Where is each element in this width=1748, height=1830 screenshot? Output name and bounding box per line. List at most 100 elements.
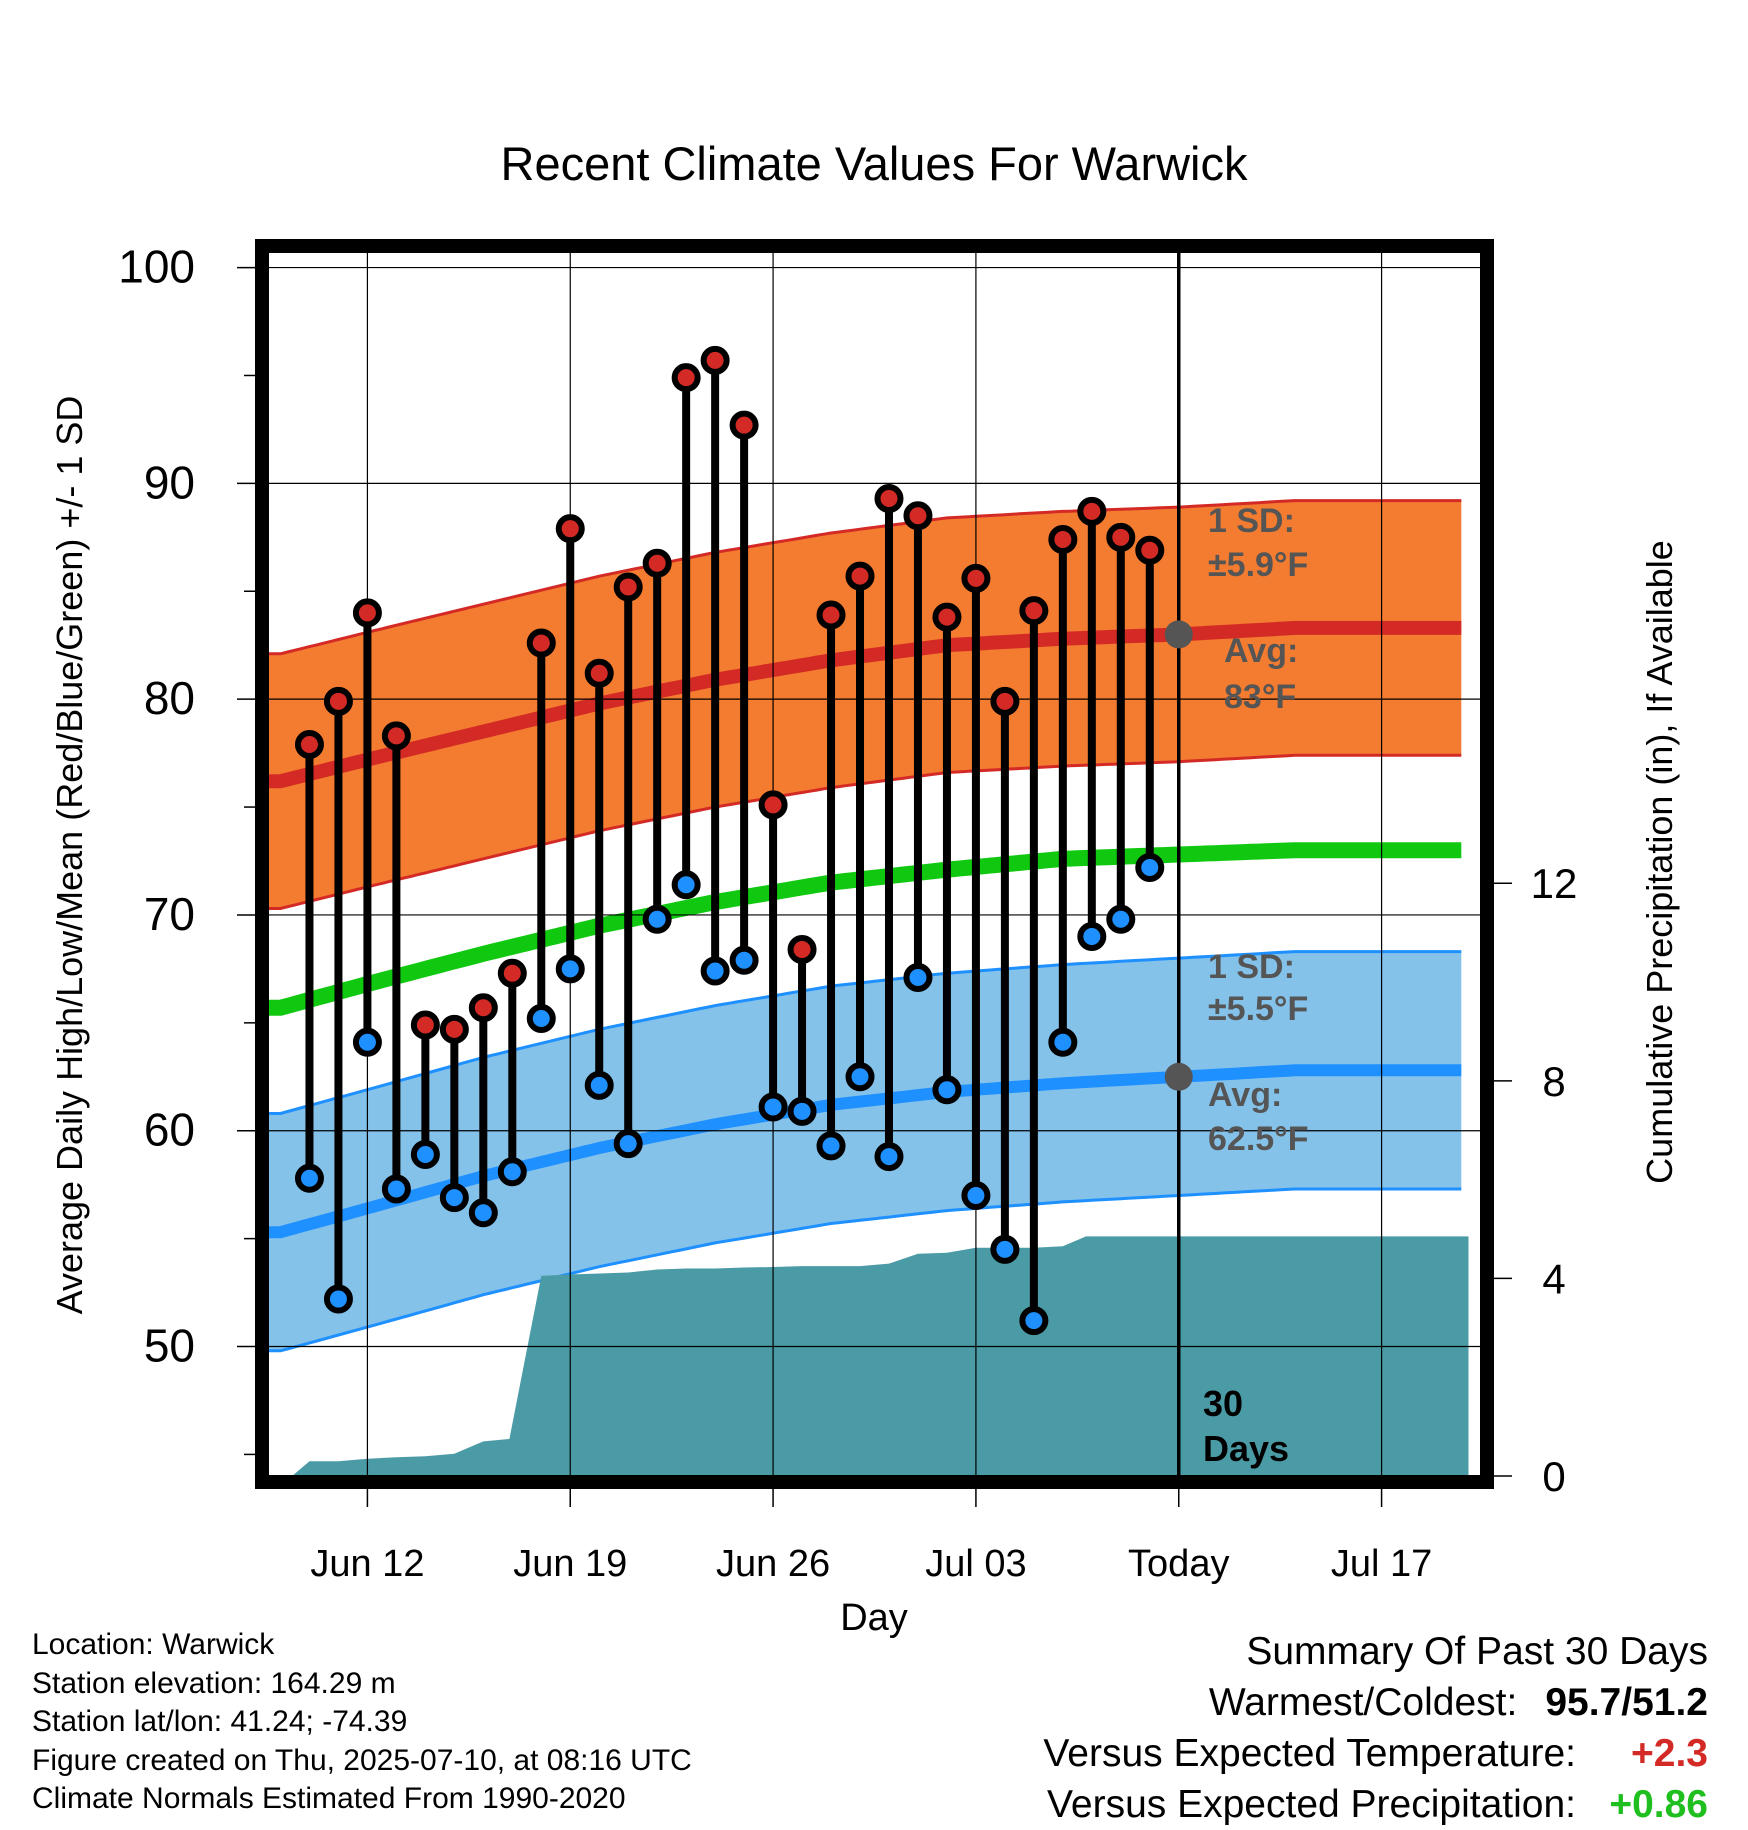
high-band-upper-edge (266, 499, 1462, 656)
daily-low-dot (903, 963, 933, 993)
chart-title: Recent Climate Values For Warwick (501, 137, 1248, 190)
y-tick-label: 100 (118, 241, 195, 293)
days-window-word: Days (1203, 1428, 1289, 1469)
summary-panel: Summary Of Past 30 Days Warmest/Coldest:… (1043, 1626, 1708, 1830)
daily-high-dot (1048, 524, 1078, 554)
daily-low-dot (1048, 1027, 1078, 1057)
elevation-text: Station elevation: 164.29 m (32, 1666, 396, 1700)
daily-high-dot (526, 628, 556, 658)
daily-high-dot (932, 602, 962, 632)
created-text: Figure created on Thu, 2025-07-10, at 08… (32, 1743, 692, 1777)
days-window-number: 30 (1203, 1383, 1243, 1424)
daily-high-dot (729, 410, 759, 440)
daily-high-dot (671, 363, 701, 393)
y-right-tick-label: 12 (1531, 860, 1578, 907)
y-tick-label: 50 (144, 1320, 195, 1372)
daily-high-dot (874, 483, 904, 513)
precip-departure-label: Versus Expected Precipitation: (1047, 1783, 1576, 1826)
daily-high-dot (758, 790, 788, 820)
daily-low-dot (816, 1131, 846, 1161)
x-tick-label: Jul 03 (925, 1543, 1026, 1585)
daily-low-dot (410, 1139, 440, 1169)
daily-high-dot (1019, 596, 1049, 626)
daily-low-dot (758, 1092, 788, 1122)
daily-high-dot (816, 600, 846, 630)
daily-high-dot (294, 729, 324, 759)
summary-title: Summary Of Past 30 Days (1246, 1630, 1708, 1673)
low-sd-value: ±5.5°F (1208, 990, 1308, 1028)
temp-departure-row: Versus Expected Temperature: +2.3 (1043, 1728, 1708, 1779)
daily-high-dot (1106, 522, 1136, 552)
daily-low-dot (555, 954, 585, 984)
warm-cold-label: Warmest/Coldest: (1208, 1681, 1518, 1724)
daily-low-dot (1135, 852, 1165, 882)
y-tick-label: 60 (144, 1104, 195, 1156)
daily-low-dot (584, 1070, 614, 1100)
daily-low-dot (526, 1004, 556, 1034)
daily-high-dot (961, 563, 991, 593)
daily-low-dot (642, 904, 672, 934)
daily-low-dot (990, 1234, 1020, 1264)
warm-cold-row: Warmest/Coldest: 95.7/51.2 (1043, 1677, 1708, 1728)
high-avg-value: 83°F (1224, 678, 1296, 716)
daily-low-dot (700, 956, 730, 986)
daily-high-dot (700, 345, 730, 375)
y-right-tick-label: 8 (1542, 1058, 1565, 1105)
avg-low-line (266, 1064, 1462, 1239)
daily-low-dot (352, 1027, 382, 1057)
daily-high-dot (787, 934, 817, 964)
daily-low-dot (439, 1183, 469, 1213)
daily-low-dot (497, 1157, 527, 1187)
low-band-lower-edge (266, 1187, 1462, 1353)
daily-high-dot (1135, 535, 1165, 565)
daily-high-dot (468, 993, 498, 1023)
y-tick-label: 90 (144, 456, 195, 508)
daily-high-dot (410, 1010, 440, 1040)
today-avg-high-marker (1164, 620, 1193, 649)
plot-area (266, 246, 1483, 1476)
low-sd-band (266, 951, 1462, 1351)
y-axis-label-right: Cumulative Precipitation (in), If Availa… (1639, 540, 1680, 1184)
daily-high-dot (439, 1014, 469, 1044)
plot-frame (255, 239, 1494, 1489)
low-sd-label: 1 SD: (1208, 948, 1295, 986)
daily-low-dot (323, 1284, 353, 1314)
daily-high-dot (352, 598, 382, 628)
precip-departure-row: Versus Expected Precipitation: +0.86 (1043, 1779, 1708, 1830)
daily-high-dot (1077, 496, 1107, 526)
normals-text: Climate Normals Estimated From 1990-2020 (32, 1782, 626, 1815)
daily-high-dot (497, 958, 527, 988)
daily-high-dot (555, 514, 585, 544)
y-tick-label: 80 (144, 672, 195, 724)
latlon-text: Station lat/lon: 41.24; -74.39 (32, 1705, 408, 1738)
high-sd-label: 1 SD: (1208, 502, 1295, 540)
daily-high-dot (381, 721, 411, 751)
station-info: Location: Warwick Station elevation: 164… (32, 1626, 692, 1819)
temp-departure-value: +2.3 (1631, 1732, 1708, 1775)
x-tick-label: Today (1128, 1543, 1229, 1585)
high-avg-label: Avg: (1224, 632, 1298, 670)
daily-low-dot (874, 1142, 904, 1172)
daily-low-dot (845, 1062, 875, 1092)
warm-cold-value: 95.7/51.2 (1545, 1681, 1708, 1724)
y-right-tick-label: 0 (1542, 1453, 1565, 1500)
daily-low-dot (294, 1163, 324, 1193)
low-avg-label: Avg: (1208, 1076, 1282, 1114)
today-avg-low-marker (1164, 1062, 1193, 1091)
high-sd-value: ±5.9°F (1208, 546, 1308, 584)
temp-departure-label: Versus Expected Temperature: (1043, 1732, 1576, 1775)
daily-low-dot (729, 945, 759, 975)
y-axis-label-left: Average Daily High/Low/Mean (Red/Blue/Gr… (49, 396, 90, 1315)
daily-high-dot (584, 658, 614, 688)
daily-low-dot (468, 1198, 498, 1228)
daily-high-dot (642, 548, 672, 578)
daily-low-dot (1019, 1306, 1049, 1336)
daily-low-dot (961, 1180, 991, 1210)
daily-high-dot (613, 572, 643, 602)
y-tick-label: 70 (144, 888, 195, 940)
precip-departure-value: +0.86 (1609, 1783, 1708, 1826)
daily-low-dot (613, 1129, 643, 1159)
daily-high-dot (990, 686, 1020, 716)
daily-high-dot (845, 561, 875, 591)
